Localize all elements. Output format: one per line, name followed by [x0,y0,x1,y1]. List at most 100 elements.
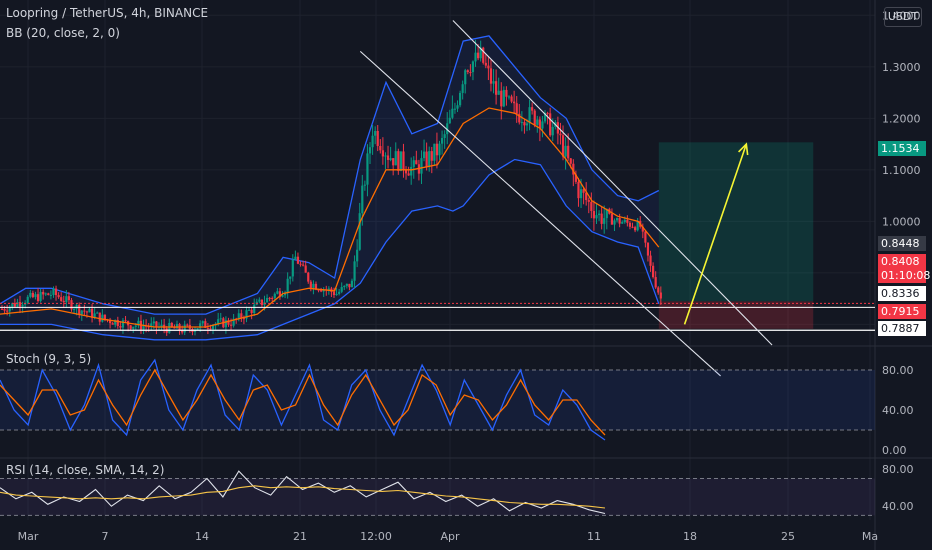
candle-body [561,135,565,157]
candle-body [356,249,359,262]
currency-button[interactable]: USDT [884,7,922,27]
candle-body [78,304,81,315]
rsi-ma-line [0,485,606,509]
candle-body [283,292,287,296]
candle-body [433,143,436,161]
candle-body [510,96,513,102]
candle-body [276,291,279,294]
candle-body [181,330,184,333]
candle-body [415,160,418,165]
candle-body [294,256,297,260]
candle-body [121,320,125,328]
candle-body [268,297,271,299]
candle-body [621,222,624,224]
candle-body [304,265,307,273]
candle-body [168,323,171,333]
candle-body [152,321,155,324]
candle-body [134,325,137,327]
candle-body [150,323,153,328]
candle-body [340,287,343,292]
candle-body [513,101,516,104]
candle-body [124,320,127,322]
candle-body [302,264,305,266]
candle-body [199,323,202,329]
candle-body [456,105,459,109]
stochastic-pane[interactable] [0,358,875,441]
candle-body [8,306,11,312]
stoch-tick-label: 80.00 [882,364,914,377]
candle-body [392,158,395,166]
candle-body [402,151,405,170]
candle-body [407,173,410,176]
candle-body [229,324,233,326]
stoch-band-fill [0,370,875,430]
candle-body [605,208,608,219]
bollinger-band-fill [0,35,659,340]
candle-body [65,296,68,303]
candle-body [16,302,19,307]
candle-body [206,327,209,329]
candle-body [175,324,179,329]
candle-body [142,325,145,330]
candle-body [31,292,34,298]
candle-body [147,326,150,328]
candle-body [291,259,294,277]
candle-body [543,112,547,122]
candle-body [18,302,22,307]
candle-body [366,153,369,185]
candle-body [335,293,338,296]
candle-body [309,281,312,288]
candle-body [428,151,431,167]
candle-body [271,298,274,300]
candle-body [600,213,603,224]
candle-body [52,288,55,295]
rsi-pane[interactable] [0,470,875,516]
candle-body [232,318,235,326]
candle-body [644,231,647,243]
candle-body [296,256,300,264]
candle-body [353,261,356,281]
candle-body [474,52,477,62]
candle-body [492,81,495,84]
projection-arrow-head [738,142,749,156]
candle-body [361,185,364,214]
candle-body [443,134,446,139]
stoch-d-line [0,368,606,436]
candle-body [312,283,315,288]
candle-body [528,107,531,124]
axes: 1.4000 1.3000 1.2000 1.1000 1.0000 80.00 40.00… [18,9,921,543]
bollinger-upper-band [0,35,660,315]
candle-body [29,292,32,297]
candle-body [592,211,596,219]
rsi-indicator-label: RSI (14, close, SMA, 14, 2) [6,463,165,477]
candle-body [430,151,433,161]
bollinger-lower-band [0,158,660,341]
candle-body [399,151,402,171]
candle-body [345,283,348,286]
price-tag: 0.7915 [878,304,926,319]
candle-body [83,310,86,312]
candle-body [103,314,107,320]
time-tick-label: 18 [683,530,697,543]
candle-body [410,166,413,176]
price-tick-label: 1.1000 [882,164,921,177]
candle-body [350,280,354,288]
candle-body [657,287,660,293]
time-tick-label: Apr [440,530,460,543]
candle-body [96,312,99,314]
candle-body [98,312,101,322]
candle-body [505,89,508,97]
candle-body [242,318,246,320]
candle-body [343,285,346,288]
candle-body [435,143,439,156]
candle-body [420,158,423,174]
price-tag: 0.8408 [878,254,926,269]
candle-body [458,92,462,106]
candle-body [518,113,521,123]
candle-body [88,308,91,313]
candle-body [60,297,63,301]
candle-body [286,278,289,293]
price-pane[interactable] [0,20,875,377]
candle-body [615,217,619,221]
